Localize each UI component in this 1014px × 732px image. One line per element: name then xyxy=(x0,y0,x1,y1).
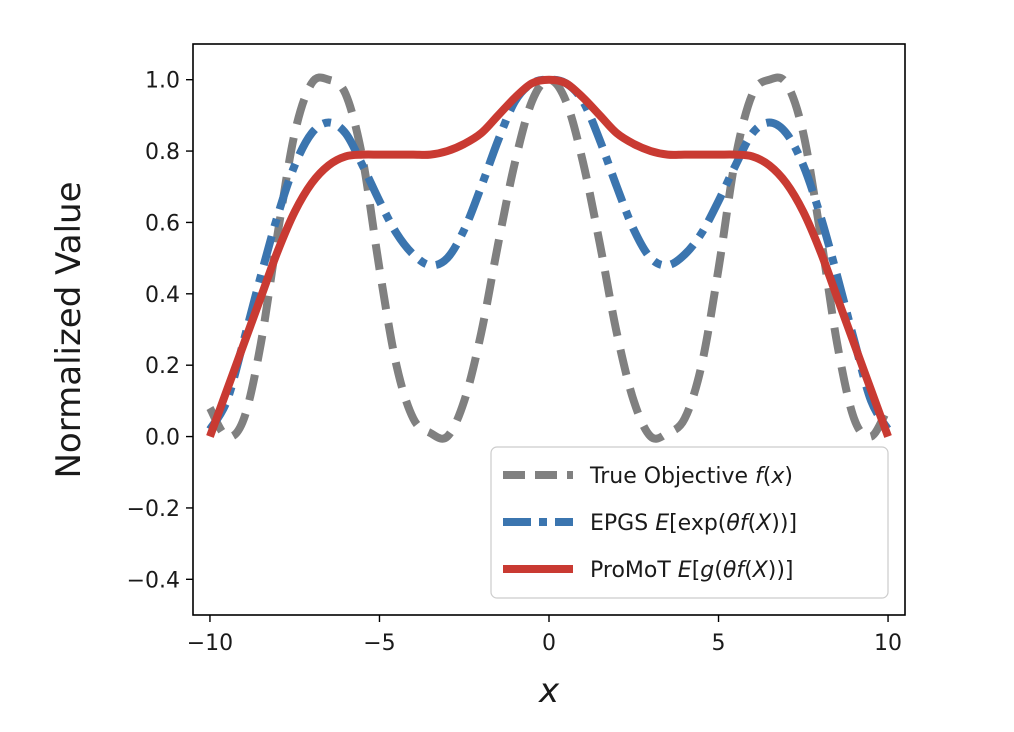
y-tick-label: 0.6 xyxy=(145,211,180,236)
legend-label-part: g xyxy=(700,558,714,583)
legend-label-part: E xyxy=(678,558,692,583)
x-axis: −10 −5 0 5 10 xyxy=(187,615,902,656)
y-tick-label: −0.4 xyxy=(127,568,180,593)
y-tick-label: 1.0 xyxy=(145,69,180,94)
y-tick-label: 0.4 xyxy=(145,283,180,308)
legend-label-part: ( xyxy=(763,464,772,489)
y-axis: −0.4 −0.2 0.0 0.2 0.4 0.6 0.8 1.0 xyxy=(127,69,193,593)
series-line-2 xyxy=(206,75,892,438)
legend-label-part: X xyxy=(752,558,769,583)
legend-label-part: ( xyxy=(744,558,753,583)
legend-label-part: [exp( xyxy=(669,511,726,536)
legend-label-part: ))] xyxy=(768,558,794,583)
legend-label-part: ( xyxy=(714,558,723,583)
legend-label-part: x xyxy=(770,464,785,489)
y-tick-label: −0.2 xyxy=(127,497,180,522)
legend-label-part: X xyxy=(755,511,772,536)
legend-label: ProMoT E[g(θf(X))] xyxy=(590,558,793,583)
legend-label-part: E xyxy=(655,511,669,536)
y-tick-label: 0.2 xyxy=(145,354,180,379)
legend-label-part: ( xyxy=(748,511,757,536)
x-axis-label: x xyxy=(538,671,560,711)
legend-label-part: θf xyxy=(723,558,747,583)
legend-label-part: f xyxy=(755,464,766,489)
legend-label-part: True Objective xyxy=(589,464,755,489)
legend: True Objective f(x)EPGS E[exp(θf(X))]Pro… xyxy=(490,446,889,599)
x-tick-label: −10 xyxy=(187,631,233,656)
y-axis-label: Normalized Value xyxy=(49,182,89,479)
legend-label-part: EPGS xyxy=(590,511,655,536)
series-layer xyxy=(206,73,892,443)
legend-label-part: ))] xyxy=(771,511,797,536)
legend-label-part: ) xyxy=(784,464,793,489)
series-line-1 xyxy=(206,75,892,432)
x-tick-label: 10 xyxy=(874,631,902,656)
legend-label-part: ProMoT xyxy=(590,558,678,583)
series-line-0 xyxy=(206,73,892,443)
x-tick-label: −5 xyxy=(363,631,395,656)
legend-label: EPGS E[exp(θf(X))] xyxy=(590,511,797,536)
legend-box xyxy=(490,446,889,599)
x-tick-label: 0 xyxy=(542,631,556,656)
x-tick-label: 5 xyxy=(712,631,726,656)
y-tick-label: 0.8 xyxy=(145,140,180,165)
legend-label-part: θf xyxy=(726,511,750,536)
legend-label-part: [ xyxy=(692,558,701,583)
y-tick-label: 0.0 xyxy=(145,426,180,451)
legend-label: True Objective f(x) xyxy=(589,464,793,489)
